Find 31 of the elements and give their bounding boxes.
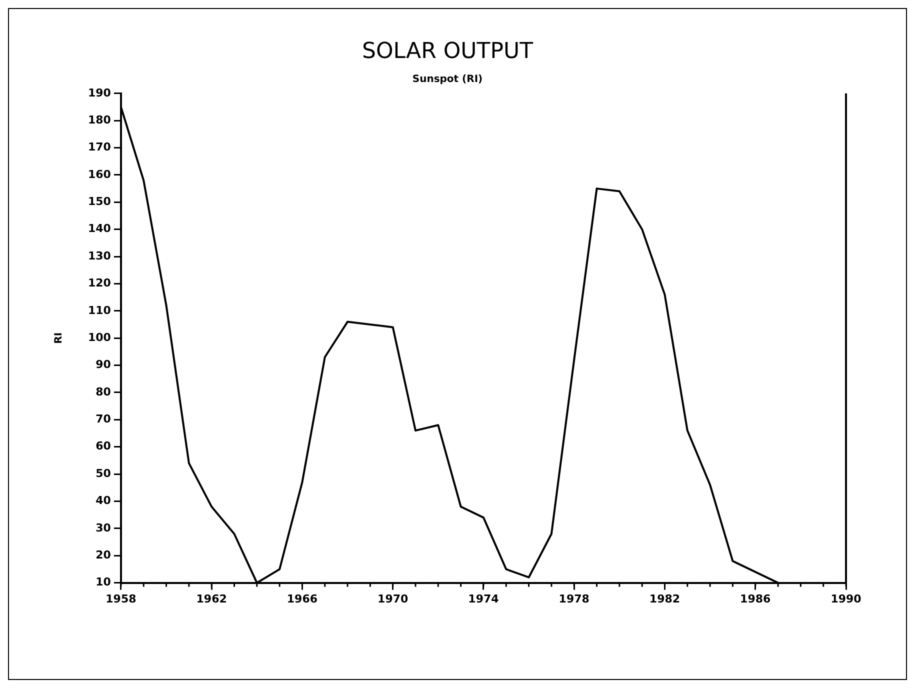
y-tick-label: 50 <box>96 466 112 480</box>
x-tick-label: 1966 <box>286 592 318 606</box>
chart-subtitle: Sunspot (RI) <box>412 74 483 85</box>
x-tick-label: 1958 <box>106 592 136 606</box>
y-tick-label: 90 <box>96 358 112 372</box>
x-tick-label: 1962 <box>196 592 227 606</box>
y-tick-label: 70 <box>96 412 112 426</box>
y-tick-label: 160 <box>88 168 112 181</box>
y-tick-label: 130 <box>88 249 112 262</box>
y-tick-label: 190 <box>88 86 112 100</box>
y-tick-label: 140 <box>88 222 112 236</box>
y-tick-label: 100 <box>88 330 112 344</box>
y-axis-title: RI <box>54 332 65 344</box>
y-tick-label: 40 <box>96 494 112 508</box>
y-tick-label: 10 <box>96 576 112 589</box>
y-tick-label: 30 <box>96 521 112 534</box>
x-tick-label: 1982 <box>649 592 680 606</box>
x-tick-label: 1978 <box>558 592 590 606</box>
x-tick-label: 1990 <box>830 592 862 606</box>
y-tick-label: 150 <box>88 195 112 208</box>
y-tick-label: 110 <box>88 304 112 317</box>
y-tick-label: 80 <box>96 385 112 398</box>
y-tick-label: 120 <box>88 276 112 290</box>
y-tick-label: 20 <box>96 548 112 562</box>
chart-title: SOLAR OUTPUT <box>362 38 534 64</box>
x-tick-label: 1970 <box>378 592 408 606</box>
y-tick-label: 180 <box>88 113 112 126</box>
x-tick-label: 1974 <box>468 592 500 606</box>
x-tick-label: 1986 <box>740 592 772 606</box>
y-tick-label: 60 <box>96 440 112 453</box>
y-tick-label: 170 <box>88 140 112 154</box>
